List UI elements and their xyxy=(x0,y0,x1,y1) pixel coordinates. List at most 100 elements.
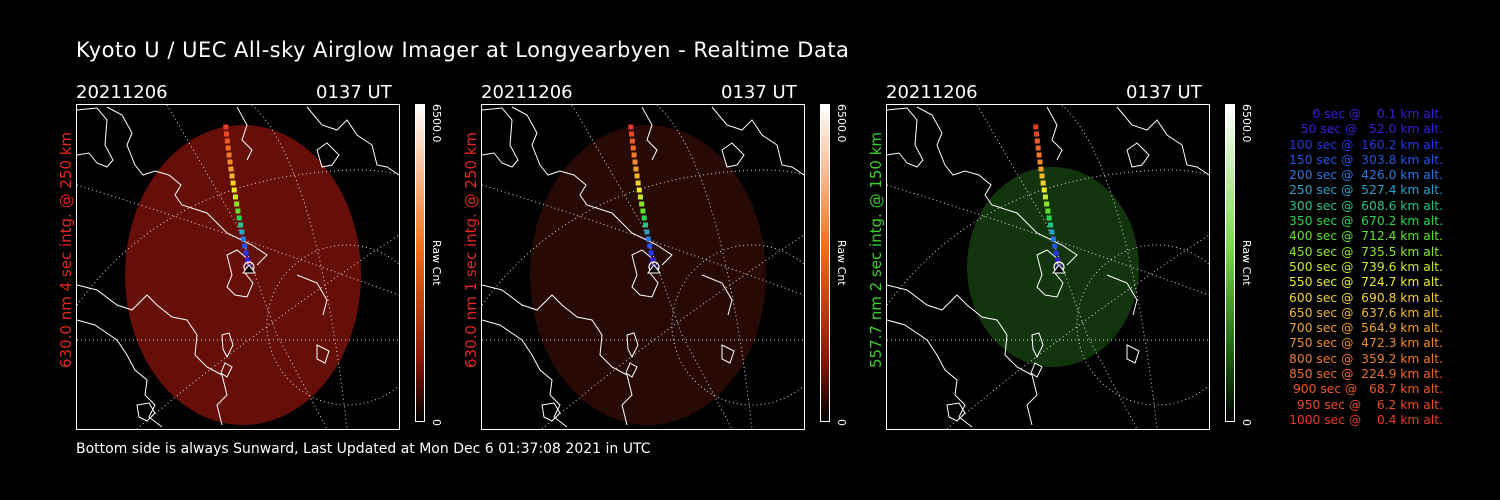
trajectory-point xyxy=(629,138,635,144)
grid-arc xyxy=(656,105,753,429)
panel-1-time: 0137 UT xyxy=(316,82,392,103)
legend-row: 50 sec @ 52.0 km alt. xyxy=(1300,122,1443,137)
coastline xyxy=(106,106,268,266)
trajectory-point xyxy=(235,208,241,214)
panel-1-colorbar-min: 0 xyxy=(430,419,443,426)
trajectory-point xyxy=(1050,236,1056,242)
panel-1-colorbar xyxy=(415,104,425,422)
coastline xyxy=(511,106,673,266)
legend-row: 550 sec @ 724.7 km alt. xyxy=(1289,275,1443,290)
trajectory-point xyxy=(1042,194,1048,200)
trajectory-point xyxy=(1034,138,1040,144)
coastline xyxy=(887,107,924,168)
panel-3-colorbar xyxy=(1225,104,1235,422)
trajectory-point xyxy=(647,243,653,249)
legend-row: 750 sec @ 472.3 km alt. xyxy=(1289,336,1443,351)
legend-row: 300 sec @ 608.6 km alt. xyxy=(1289,198,1443,213)
panel-2-map xyxy=(482,105,804,429)
coastline xyxy=(1126,142,1150,168)
coastline xyxy=(701,274,733,316)
coastline xyxy=(306,106,399,176)
coastline xyxy=(136,402,156,422)
coastline xyxy=(77,284,228,426)
panel-3-time: 0137 UT xyxy=(1126,82,1202,103)
page-title: Kyoto U / UEC All-sky Airglow Imager at … xyxy=(76,38,850,62)
trajectory-point xyxy=(650,257,656,263)
legend-row: 250 sec @ 527.4 km alt. xyxy=(1289,183,1443,198)
legend-row: 450 sec @ 735.5 km alt. xyxy=(1289,244,1443,259)
grid-arc xyxy=(251,105,348,429)
legend-row: 1000 sec @ 0.4 km alt. xyxy=(1289,412,1443,427)
trajectory-point xyxy=(643,222,649,228)
trajectory-point xyxy=(644,229,650,235)
panel-1-colorbar-unit: Raw Cnt xyxy=(430,240,443,286)
panel-2-date: 20211206 xyxy=(481,82,573,103)
footer-status: Bottom side is always Sunward, Last Upda… xyxy=(76,441,651,457)
coastline xyxy=(77,319,163,428)
panel-3-date: 20211206 xyxy=(886,82,978,103)
legend-row: 900 sec @ 68.7 km alt. xyxy=(1292,382,1443,397)
trajectory-point xyxy=(628,124,634,130)
trajectory-point xyxy=(1034,131,1040,137)
legend-row: 150 sec @ 303.8 km alt. xyxy=(1289,152,1443,167)
trajectory-point xyxy=(226,152,232,158)
trajectory-point xyxy=(245,257,251,263)
legend-row: 400 sec @ 712.4 km alt. xyxy=(1289,229,1443,244)
panel-3-colorbar-min: 0 xyxy=(1240,419,1253,426)
coastline xyxy=(220,362,233,378)
panel-1-colorbar-max: 6500.0 xyxy=(430,104,443,143)
panel-3-map xyxy=(887,105,1209,429)
legend-row: 500 sec @ 739.6 km alt. xyxy=(1289,259,1443,274)
coastline xyxy=(482,284,633,426)
legend-row: 200 sec @ 426.0 km alt. xyxy=(1289,168,1443,183)
panel-3-colorbar-max: 6500.0 xyxy=(1240,104,1253,143)
trajectory-point xyxy=(228,166,234,172)
trajectory-point xyxy=(232,194,238,200)
panel-2-colorbar-max: 6500.0 xyxy=(835,104,848,143)
trajectory-point xyxy=(227,159,233,165)
trajectory-point xyxy=(236,215,242,221)
coastline xyxy=(721,344,735,364)
trajectory-point xyxy=(1035,145,1041,151)
airglow-field xyxy=(125,125,361,425)
panel-2-colorbar xyxy=(820,104,830,422)
panel-1-date: 20211206 xyxy=(76,82,168,103)
trajectory-point xyxy=(633,166,639,172)
coastline xyxy=(541,402,561,422)
trajectory-point xyxy=(635,180,641,186)
airglow-field xyxy=(967,167,1139,367)
coastline xyxy=(1106,274,1138,316)
coastline xyxy=(226,249,254,298)
coastline xyxy=(1116,106,1209,176)
coastline xyxy=(721,142,745,168)
trajectory-point xyxy=(1038,166,1044,172)
panel-3-ylabel: 557.7 nm 2 sec intg. @ 150 km xyxy=(867,131,885,368)
site-marker xyxy=(1052,264,1066,274)
legend-row: 950 sec @ 6.2 km alt. xyxy=(1296,397,1443,412)
trajectory-point xyxy=(1033,124,1039,130)
trajectory-point xyxy=(230,180,236,186)
trajectory-point xyxy=(634,173,640,179)
trajectory-point xyxy=(229,173,235,179)
airglow-field xyxy=(530,125,766,425)
coastline xyxy=(711,106,804,176)
legend-row: 100 sec @ 160.2 km alt. xyxy=(1289,137,1443,152)
trajectory-point xyxy=(1041,187,1047,193)
panel-1-ylabel: 630.0 nm 4 sec intg. @ 250 km xyxy=(57,131,75,368)
coastline xyxy=(946,402,966,422)
legend-row: 800 sec @ 359.2 km alt. xyxy=(1289,351,1443,366)
legend-row: 850 sec @ 224.9 km alt. xyxy=(1289,367,1443,382)
trajectory-point xyxy=(234,201,240,207)
panel-2-colorbar-unit: Raw Cnt xyxy=(835,240,848,286)
site-marker xyxy=(242,264,256,274)
coastline xyxy=(482,319,568,428)
coastline xyxy=(887,284,1038,426)
legend-row: 650 sec @ 637.6 km alt. xyxy=(1289,305,1443,320)
trajectory-point xyxy=(1046,215,1052,221)
coastline xyxy=(236,106,253,161)
panel-2-image xyxy=(481,104,805,430)
trajectory-point xyxy=(1049,229,1055,235)
trajectory-point xyxy=(1045,208,1051,214)
trajectory-point xyxy=(1036,152,1042,158)
trajectory-point xyxy=(1052,243,1058,249)
